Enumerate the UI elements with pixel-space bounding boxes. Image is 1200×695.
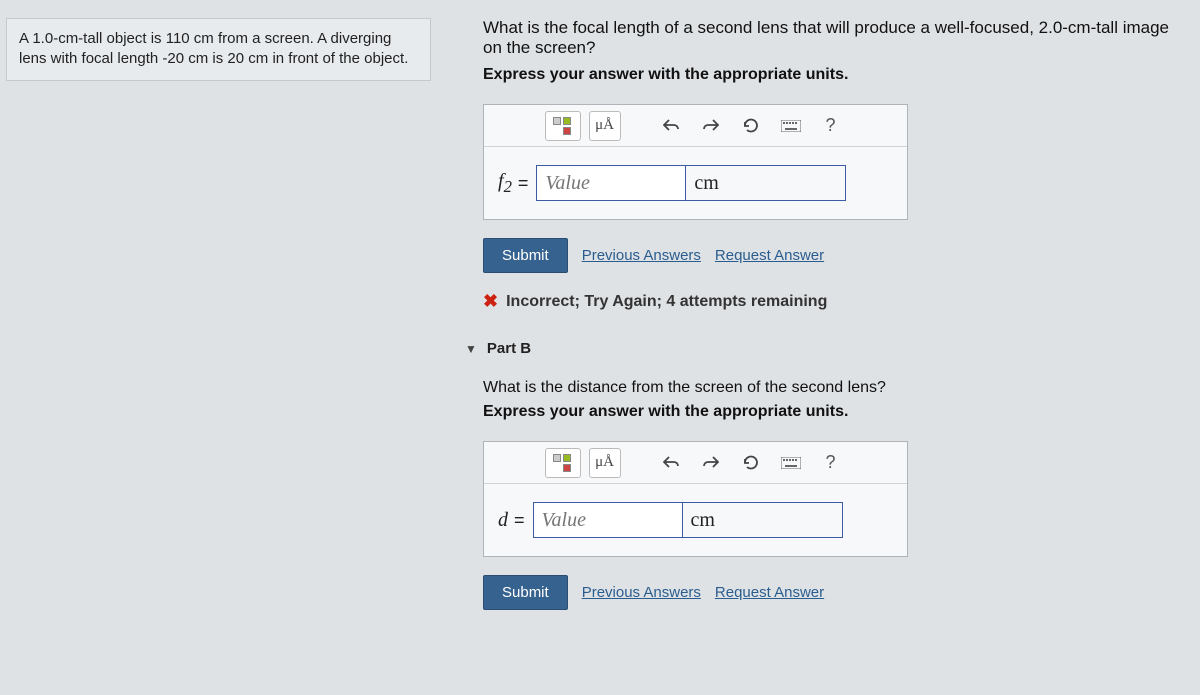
keyboard-button[interactable] [775,111,807,141]
part-b-header-row[interactable]: ▼ Part B [465,340,1188,357]
reset-button[interactable] [735,448,767,478]
part-a: What is the focal length of a second len… [483,18,1188,312]
part-b-input-row: d = cm [484,484,907,556]
part-a-answer-area: μÅ ? f2 [483,104,908,220]
undo-button[interactable] [655,111,687,141]
reset-icon [743,118,759,134]
feedback-text: Incorrect; Try Again; 4 attempts remaini… [506,293,827,311]
units-button[interactable]: μÅ [589,448,621,478]
part-a-input-row: f2 = cm [484,147,907,219]
redo-button[interactable] [695,448,727,478]
part-a-units-box[interactable]: cm [686,165,846,201]
equals-sign: = [518,173,529,194]
part-b-actions: Submit Previous Answers Request Answer [483,575,1188,610]
part-b-value-input[interactable] [533,502,683,538]
part-b-units-box[interactable]: cm [683,502,843,538]
part-a-submit-button[interactable]: Submit [483,238,568,273]
part-b-toolbar: μÅ ? [484,442,907,484]
part-a-instruction: Express your answer with the appropriate… [483,66,1188,84]
redo-icon [703,119,719,133]
part-b-answer-area: μÅ ? d [483,441,908,557]
undo-button[interactable] [655,448,687,478]
part-a-question: What is the focal length of a second len… [483,18,1188,58]
redo-button[interactable] [695,111,727,141]
template-button[interactable] [545,111,581,141]
redo-icon [703,456,719,470]
undo-icon [663,456,679,470]
part-b-instruction: Express your answer with the appropriate… [483,403,1188,421]
part-a-previous-answers-link[interactable]: Previous Answers [582,247,701,264]
template-icon [553,117,573,135]
undo-icon [663,119,679,133]
equals-sign: = [514,510,525,531]
reset-button[interactable] [735,111,767,141]
part-b-previous-answers-link[interactable]: Previous Answers [582,584,701,601]
part-b-title: Part B [487,340,531,357]
units-button[interactable]: μÅ [589,111,621,141]
template-button[interactable] [545,448,581,478]
collapse-icon: ▼ [465,342,477,356]
incorrect-icon: ✖ [483,291,498,312]
template-icon [553,454,573,472]
part-b-submit-button[interactable]: Submit [483,575,568,610]
part-a-actions: Submit Previous Answers Request Answer [483,238,1188,273]
part-a-feedback: ✖ Incorrect; Try Again; 4 attempts remai… [483,291,1188,312]
help-button[interactable]: ? [815,111,847,141]
keyboard-icon [781,457,801,469]
part-b-request-answer-link[interactable]: Request Answer [715,584,824,601]
help-button[interactable]: ? [815,448,847,478]
questions-panel: What is the focal length of a second len… [483,18,1188,614]
part-b-question: What is the distance from the screen of … [483,379,1188,397]
part-b-variable: d [498,509,508,532]
part-b: ▼ Part B What is the distance from the s… [483,340,1188,610]
part-a-request-answer-link[interactable]: Request Answer [715,247,824,264]
part-a-variable: f2 [498,170,512,197]
problem-statement: A 1.0-cm-tall object is 110 cm from a sc… [6,18,431,81]
keyboard-icon [781,120,801,132]
reset-icon [743,455,759,471]
part-a-value-input[interactable] [536,165,686,201]
keyboard-button[interactable] [775,448,807,478]
part-a-toolbar: μÅ ? [484,105,907,147]
